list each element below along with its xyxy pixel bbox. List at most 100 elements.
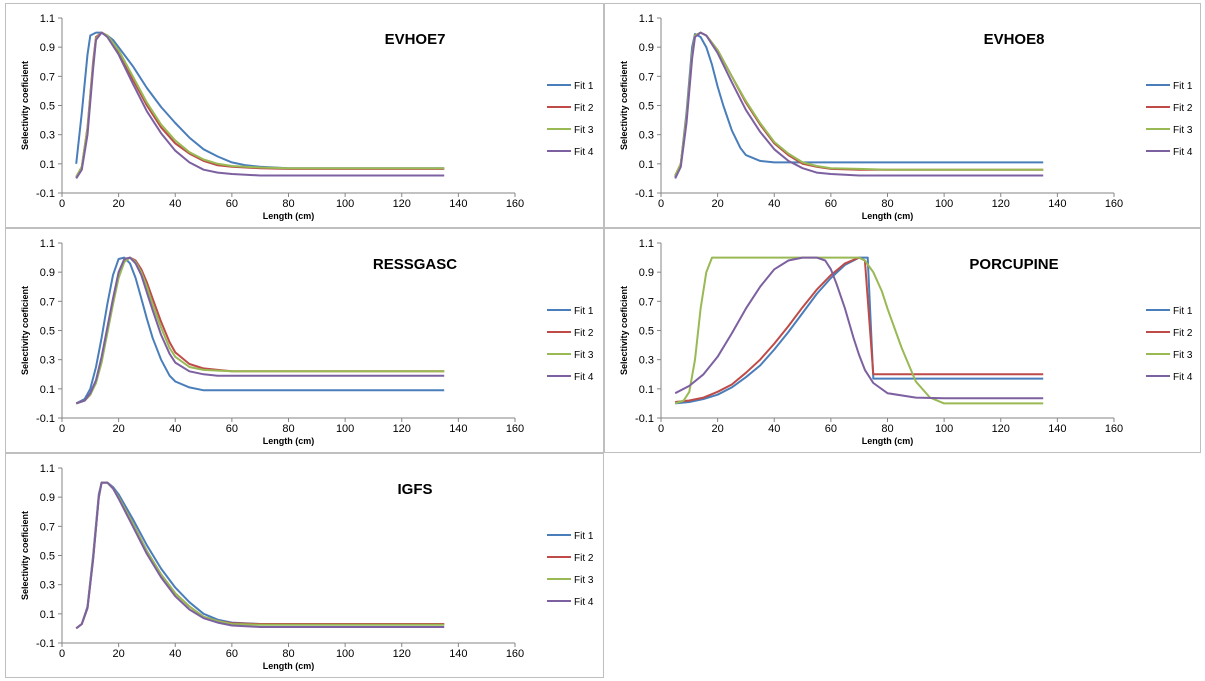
x-tick-label: 20 bbox=[113, 648, 125, 660]
y-tick-label: 0.3 bbox=[40, 355, 55, 367]
x-tick-label: 80 bbox=[881, 423, 893, 435]
y-tick-label: 0.9 bbox=[40, 42, 55, 54]
x-tick-label: 40 bbox=[169, 648, 181, 660]
x-tick-label: 40 bbox=[768, 198, 780, 210]
y-tick-label: -0.1 bbox=[36, 413, 55, 425]
y-tick-label: 1.1 bbox=[639, 238, 654, 250]
y-tick-label: 0.1 bbox=[639, 159, 654, 171]
y-tick-label: 0.3 bbox=[40, 130, 55, 142]
y-tick-label: 0.9 bbox=[639, 42, 654, 54]
y-tick-label: 0.5 bbox=[40, 326, 55, 338]
series-line-fit1 bbox=[675, 256, 1044, 405]
series-line-fit4 bbox=[674, 256, 1044, 400]
x-tick-label: 0 bbox=[59, 423, 65, 435]
x-tick-label: 160 bbox=[506, 648, 524, 660]
x-tick-label: 0 bbox=[59, 198, 65, 210]
y-tick-label: -0.1 bbox=[36, 638, 55, 650]
legend-label: Fit 4 bbox=[1173, 147, 1193, 158]
x-tick-label: 120 bbox=[992, 198, 1010, 210]
y-tick-label: 0.3 bbox=[639, 355, 654, 367]
chart-panel-0: 0 20 40 60 80 100 120 140 160 1.1 0.9 0.7 0.5 0.3 0.1 -… bbox=[5, 3, 604, 228]
chart-title: PORCUPINE bbox=[969, 256, 1058, 273]
y-axis-title: Selectivity coeficient bbox=[619, 286, 629, 375]
x-tick-label: 140 bbox=[449, 423, 467, 435]
legend-label: Fit 3 bbox=[574, 350, 594, 361]
y-tick-label: 0.9 bbox=[40, 492, 55, 504]
y-tick-label: 0.5 bbox=[639, 101, 654, 113]
legend-label: Fit 4 bbox=[574, 372, 594, 383]
legend-label: Fit 1 bbox=[574, 81, 594, 92]
x-tick-label: 20 bbox=[113, 198, 125, 210]
x-tick-label: 100 bbox=[935, 198, 953, 210]
y-tick-label: 0.3 bbox=[40, 580, 55, 592]
x-axis-title: Length (cm) bbox=[263, 661, 315, 671]
legend-label: Fit 1 bbox=[574, 531, 594, 542]
series-line-fit3 bbox=[674, 256, 1044, 405]
x-tick-label: 160 bbox=[1105, 423, 1123, 435]
series-line-fit4 bbox=[75, 481, 445, 630]
x-tick-label: 0 bbox=[658, 198, 664, 210]
series-line-fit3 bbox=[75, 481, 445, 630]
x-tick-label: 0 bbox=[59, 648, 65, 660]
x-tick-label: 80 bbox=[282, 423, 294, 435]
series-line-fit2 bbox=[75, 481, 445, 630]
x-axis-title: Length (cm) bbox=[862, 211, 914, 221]
y-tick-label: 0.7 bbox=[40, 71, 55, 83]
y-axis-title: Selectivity coeficient bbox=[20, 286, 30, 375]
series-line-fit1 bbox=[674, 33, 1044, 178]
series-line-fit3 bbox=[75, 256, 445, 405]
series-line-fit1 bbox=[75, 256, 445, 405]
x-tick-label: 160 bbox=[506, 423, 524, 435]
y-tick-label: 0.7 bbox=[639, 296, 654, 308]
x-tick-label: 140 bbox=[449, 648, 467, 660]
y-tick-label: 1.1 bbox=[40, 463, 55, 475]
y-tick-label: 0.5 bbox=[639, 326, 654, 338]
y-tick-label: 1.1 bbox=[40, 13, 55, 25]
chart-svg: 0 20 40 60 80 100 120 140 160 1.1 0.9 0.7 0.5 0.3 0.1 -… bbox=[20, 238, 594, 446]
x-tick-label: 60 bbox=[226, 198, 238, 210]
x-tick-label: 160 bbox=[1105, 198, 1123, 210]
series-line-fit4 bbox=[674, 31, 1044, 179]
y-tick-label: 1.1 bbox=[40, 238, 55, 250]
y-axis-title: Selectivity coeficient bbox=[20, 511, 30, 600]
x-axis-title: Length (cm) bbox=[263, 211, 315, 221]
x-tick-label: 60 bbox=[226, 423, 238, 435]
x-tick-label: 60 bbox=[825, 198, 837, 210]
chart-svg: 0 20 40 60 80 100 120 140 160 1.1 0.9 0.7 0.5 0.3 0.1 -… bbox=[20, 13, 594, 221]
y-tick-label: 0.9 bbox=[40, 267, 55, 279]
x-tick-label: 60 bbox=[226, 648, 238, 660]
chart-title: EVHOE7 bbox=[385, 31, 446, 48]
chart-panel-2: 0 20 40 60 80 100 120 140 160 1.1 0.9 0.7 0.5 0.3 0.1 -… bbox=[5, 228, 604, 453]
x-tick-label: 80 bbox=[282, 648, 294, 660]
y-tick-label: 0.1 bbox=[40, 609, 55, 621]
legend-label: Fit 3 bbox=[574, 575, 594, 586]
x-tick-label: 20 bbox=[712, 198, 724, 210]
legend-label: Fit 1 bbox=[1173, 306, 1193, 317]
y-tick-label: 0.1 bbox=[40, 159, 55, 171]
chart-panel-4: 0 20 40 60 80 100 120 140 160 1.1 0.9 0.7 0.5 0.3 0.1 -… bbox=[5, 453, 604, 678]
x-tick-label: 80 bbox=[881, 198, 893, 210]
y-tick-label: 0.9 bbox=[639, 267, 654, 279]
legend-label: Fit 2 bbox=[574, 328, 594, 339]
x-tick-label: 40 bbox=[768, 423, 780, 435]
x-tick-label: 100 bbox=[336, 198, 354, 210]
chart-title: IGFS bbox=[397, 481, 432, 498]
y-tick-label: 1.1 bbox=[639, 13, 654, 25]
x-tick-label: 120 bbox=[992, 423, 1010, 435]
legend-label: Fit 2 bbox=[1173, 103, 1193, 114]
y-axis-title: Selectivity coeficient bbox=[619, 61, 629, 150]
legend-label: Fit 2 bbox=[574, 103, 594, 114]
series-line-fit2 bbox=[675, 256, 1044, 403]
x-tick-label: 160 bbox=[506, 198, 524, 210]
chart-panel-1: 0 20 40 60 80 100 120 140 160 1.1 0.9 0.7 0.5 0.3 0.1 -… bbox=[604, 3, 1201, 228]
y-tick-label: 0.1 bbox=[639, 384, 654, 396]
legend-label: Fit 4 bbox=[1173, 372, 1193, 383]
series-line-fit2 bbox=[75, 31, 445, 178]
legend-label: Fit 2 bbox=[574, 553, 594, 564]
legend-label: Fit 4 bbox=[574, 147, 594, 158]
x-tick-label: 120 bbox=[393, 198, 411, 210]
legend-label: Fit 4 bbox=[574, 597, 594, 608]
y-tick-label: -0.1 bbox=[635, 188, 654, 200]
series-line-fit2 bbox=[75, 256, 445, 405]
